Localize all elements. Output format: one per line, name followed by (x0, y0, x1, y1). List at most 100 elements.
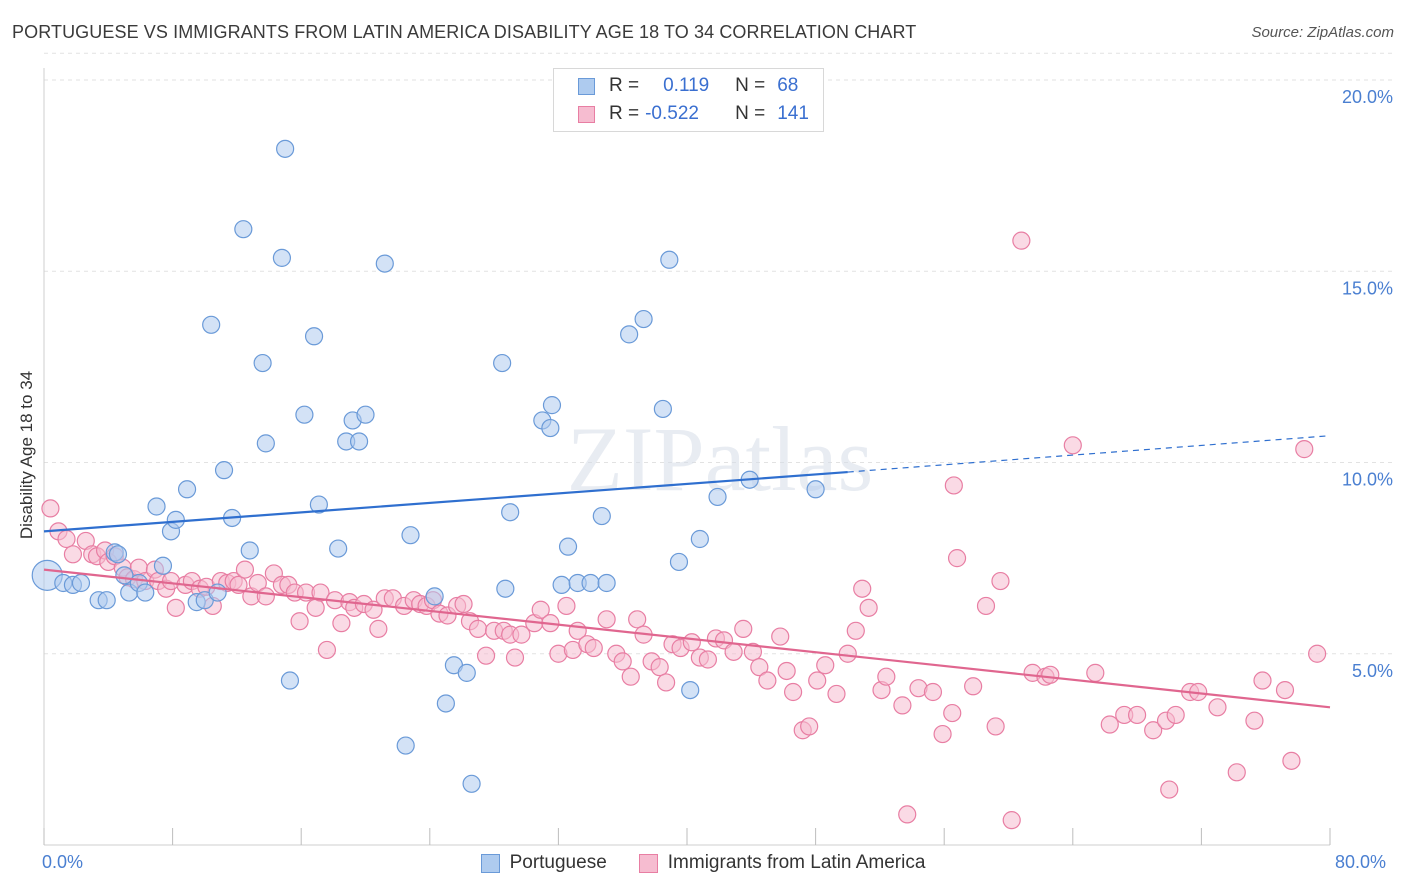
latin-america-point (1012, 231, 1031, 250)
latin-america-point (923, 682, 943, 702)
x-tick-label-min: 0.0% (42, 852, 84, 872)
portuguese-point (253, 353, 272, 373)
portuguese-point (690, 529, 709, 549)
latin-america-point (290, 612, 309, 631)
portuguese-point (97, 591, 116, 610)
latin-america-point (783, 682, 803, 702)
latin-america-point (332, 614, 351, 633)
portuguese-point (147, 497, 166, 516)
latin-america-point (976, 596, 996, 616)
chart-title: PORTUGUESE VS IMMIGRANTS FROM LATIN AMER… (12, 22, 917, 42)
legend-n-value: 68 (777, 75, 799, 96)
latin-america-point (750, 658, 769, 677)
portuguese-point (806, 480, 825, 499)
latin-america-point (777, 661, 796, 681)
latin-america-point (454, 594, 473, 614)
portuguese-point (634, 309, 653, 329)
legend-r-value: 0.119 (663, 75, 710, 96)
latin-america-point (235, 560, 255, 579)
portuguese-point (653, 399, 672, 419)
latin-america-point (41, 499, 60, 518)
portuguese-point (592, 506, 611, 526)
legend-r-label: R = (609, 75, 640, 96)
portuguese-point (436, 694, 455, 713)
latin-america-point (816, 656, 835, 675)
x-tick-label-max: 80.0% (1335, 852, 1387, 872)
portuguese-point (166, 510, 185, 529)
latin-america-point (1282, 751, 1301, 770)
data-points (31, 139, 1327, 830)
latin-america-point (369, 619, 388, 638)
latin-america-point (57, 529, 76, 549)
latin-america-point (947, 549, 967, 568)
latin-america-point (63, 545, 83, 564)
y-tick-label: 10.0% (1342, 470, 1393, 490)
latin-america-point (1208, 698, 1227, 717)
latin-america-point (898, 805, 917, 824)
portuguese-point (214, 461, 234, 480)
portuguese-point (552, 575, 571, 595)
legend-n-value: 141 (777, 103, 809, 124)
portuguese-point (202, 315, 221, 334)
latin-america-point (682, 633, 701, 652)
portuguese-point (681, 680, 700, 700)
latin-america-point (628, 610, 647, 629)
portuguese-point (329, 539, 348, 558)
latin-america-point (584, 638, 603, 658)
trend-lines (43, 435, 1331, 709)
axes (43, 68, 1331, 846)
portuguese-point (256, 434, 275, 453)
latin-america-point (657, 673, 676, 692)
latin-america-point (1253, 671, 1272, 690)
portuguese-trend-line (43, 470, 848, 533)
latin-america-point (859, 598, 878, 617)
latin-america-point (1245, 711, 1264, 730)
y-tick-label: 15.0% (1342, 278, 1393, 298)
latin-america-point (1144, 721, 1163, 740)
portuguese-point (496, 579, 515, 598)
latin-america-point (468, 619, 488, 638)
latin-america-point (1275, 680, 1295, 700)
latin-america-point (1063, 436, 1082, 455)
latin-america-point (964, 677, 983, 696)
stats-legend: R = 0.119 N = 68 R = -0.522 N = 141 (553, 68, 824, 132)
portuguese-point (295, 405, 314, 424)
latin-america-point (1166, 705, 1185, 725)
latin-america-point (597, 610, 616, 629)
legend-r-value: -0.522 (645, 103, 699, 124)
latin-america-point (933, 724, 952, 744)
latin-america-point (827, 684, 846, 704)
latin-america-point (1002, 811, 1021, 830)
legend-n-label: N = (735, 75, 766, 96)
latin-america-point (1308, 644, 1327, 663)
portuguese-point (356, 405, 375, 424)
portuguese-point (153, 556, 173, 575)
latin-america-point (1295, 440, 1314, 459)
latin-america-point (512, 625, 531, 644)
portuguese-point (401, 526, 420, 545)
latin-america-point (557, 596, 576, 616)
portuguese-point (660, 250, 679, 269)
portuguese-point (597, 573, 616, 593)
latin-america-point (724, 642, 743, 661)
latin-america-point (698, 650, 717, 669)
latin-america-point (306, 598, 325, 617)
legend-label-portuguese: Portuguese (509, 852, 607, 873)
portuguese-point (304, 327, 324, 346)
portuguese-point (375, 254, 394, 273)
legend-swatch-portuguese (578, 77, 595, 95)
latin-america-point (621, 667, 640, 686)
portuguese-point (280, 671, 300, 690)
latin-america-point (256, 587, 275, 606)
latin-america-point (846, 621, 865, 640)
portuguese-point (234, 220, 253, 239)
source-label: Source: ZipAtlas.com (1251, 24, 1394, 41)
latin-america-point (1160, 780, 1179, 799)
portuguese-point (71, 573, 91, 593)
portuguese-point (541, 418, 560, 438)
portuguese-trend-extension (847, 435, 1331, 473)
legend-label-latin-america: Immigrants from Latin America (667, 852, 926, 873)
portuguese-point (708, 487, 727, 507)
latin-america-point (166, 598, 185, 617)
legend-n-label: N = (735, 103, 766, 124)
